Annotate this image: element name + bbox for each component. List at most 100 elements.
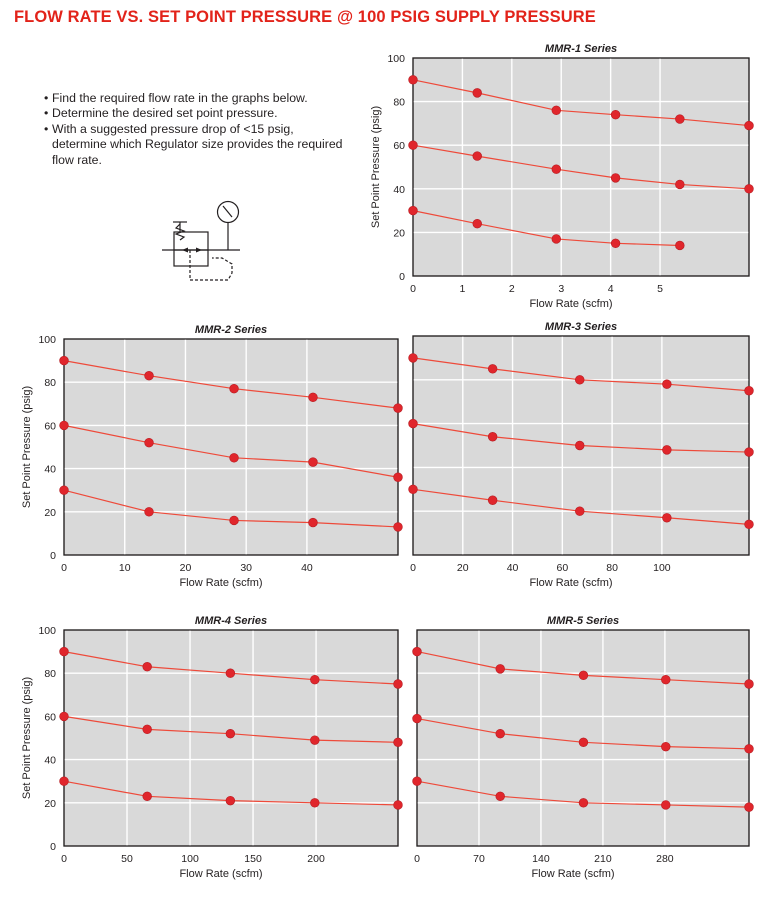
- x-tick-label: 0: [410, 562, 416, 574]
- x-tick-label: 210: [594, 853, 612, 865]
- instruction-item: Find the required flow rate in the graph…: [44, 91, 344, 107]
- x-tick-label: 4: [608, 283, 614, 295]
- data-point: [144, 437, 154, 448]
- y-tick-label: 20: [44, 507, 56, 519]
- data-point: [675, 179, 685, 190]
- data-point: [675, 114, 685, 124]
- plot-frame: [63, 338, 399, 556]
- chart-title: MMR-1 Series: [545, 43, 617, 55]
- chart-mmr-3-series: 0 20 40 60 80 100 MMR-3 Series Flow Rate (scfm): [408, 321, 754, 589]
- data-point: [744, 386, 754, 396]
- data-point: [408, 75, 418, 85]
- page-title: FLOW RATE VS. SET POINT PRESSURE @ 100 P…: [14, 8, 596, 26]
- chart-mmr-5-series: 0 70 140 210 280 MMR-5 Series Flow Rate (scfm): [412, 615, 754, 880]
- data-point: [551, 105, 561, 116]
- data-point: [59, 776, 69, 786]
- y-tick-label: 80: [44, 668, 56, 680]
- data-point: [487, 432, 498, 442]
- data-point: [393, 472, 403, 482]
- x-tick-label: 200: [307, 853, 325, 865]
- chart-title: MMR-4 Series: [195, 615, 267, 627]
- data-point: [575, 375, 585, 385]
- data-point: [662, 445, 672, 455]
- y-axis-label: Set Point Pressure (psig): [21, 677, 33, 799]
- data-point: [393, 522, 403, 532]
- data-point: [495, 791, 505, 802]
- data-point: [408, 353, 418, 363]
- data-point: [610, 238, 621, 249]
- y-tick-label: 60: [44, 711, 56, 723]
- instruction-item: Determine the desired set point pressure…: [44, 106, 344, 122]
- pressure-regulator-with-gauge-icon: [162, 200, 240, 281]
- data-point: [610, 109, 621, 120]
- y-tick-label: 80: [44, 377, 56, 389]
- data-point: [144, 507, 154, 517]
- y-tick-label: 0: [50, 550, 56, 562]
- x-tick-label: 100: [653, 562, 671, 574]
- x-tick-label: 40: [507, 562, 519, 574]
- data-point: [142, 724, 152, 735]
- data-point: [225, 728, 236, 739]
- data-point: [551, 234, 561, 244]
- y-tick-label: 40: [393, 184, 405, 196]
- data-point: [575, 506, 585, 516]
- data-point: [744, 802, 754, 812]
- data-point: [662, 379, 672, 389]
- x-tick-label: 10: [119, 562, 131, 574]
- data-point: [675, 240, 685, 251]
- data-point: [393, 403, 403, 413]
- y-tick-label: 100: [38, 334, 56, 346]
- chart-mmr-4-series: 0 50 100 150 200 0 20 40 60 80 100 MMR-4 Series Flow…: [21, 615, 403, 880]
- x-tick-label: 0: [61, 853, 67, 865]
- x-tick-label: 40: [301, 562, 313, 574]
- y-tick-label: 0: [50, 841, 56, 853]
- data-point: [495, 728, 505, 739]
- data-point: [393, 737, 403, 748]
- y-tick-label: 40: [44, 755, 56, 767]
- data-point: [412, 776, 422, 786]
- data-point: [661, 800, 671, 810]
- x-tick-label: 70: [473, 853, 485, 865]
- chart-mmr-2-series: 0 10 20 30 40 0 20 40 60 80 100 MMR-2 Series Flow Ra…: [21, 324, 403, 589]
- series-line: [412, 79, 750, 127]
- x-tick-label: 0: [61, 562, 67, 574]
- data-point: [310, 798, 320, 808]
- data-point: [229, 383, 239, 394]
- data-point: [229, 515, 239, 526]
- x-axis-label: Flow Rate (scfm): [179, 868, 262, 880]
- data-point: [578, 798, 589, 808]
- y-tick-label: 100: [387, 53, 405, 65]
- data-point: [142, 791, 152, 802]
- data-point: [408, 140, 418, 150]
- x-axis-label: Flow Rate (scfm): [531, 868, 614, 880]
- data-point: [412, 713, 422, 724]
- data-point: [308, 517, 318, 528]
- data-point: [144, 371, 154, 381]
- y-tick-label: 60: [393, 140, 405, 152]
- series-line: [412, 144, 750, 190]
- x-tick-label: 3: [558, 283, 564, 295]
- data-point: [744, 120, 754, 131]
- data-point: [408, 205, 418, 216]
- data-point: [610, 173, 621, 183]
- data-point: [744, 744, 754, 754]
- data-point: [308, 457, 318, 467]
- plot-frame: [416, 629, 750, 847]
- x-tick-label: 100: [181, 853, 199, 865]
- x-tick-label: 20: [180, 562, 192, 574]
- y-axis-label: Set Point Pressure (psig): [370, 106, 382, 228]
- data-point: [412, 646, 422, 657]
- instruction-item: With a suggested pressure drop of <15 ps…: [44, 122, 344, 168]
- y-tick-label: 20: [44, 798, 56, 810]
- data-point: [575, 440, 585, 451]
- data-point: [59, 646, 69, 657]
- data-point: [229, 453, 239, 463]
- data-point: [744, 184, 754, 194]
- data-point: [487, 364, 498, 374]
- data-point: [408, 418, 418, 429]
- data-point: [225, 668, 236, 678]
- y-tick-label: 60: [44, 420, 56, 432]
- plot-frame: [412, 335, 750, 556]
- chart-mmr-1-series: 0 1 2 3 4 5 0 20 40 60 80 100 MMR-1 Series Flow Rate …: [370, 43, 754, 310]
- x-tick-label: 20: [457, 562, 469, 574]
